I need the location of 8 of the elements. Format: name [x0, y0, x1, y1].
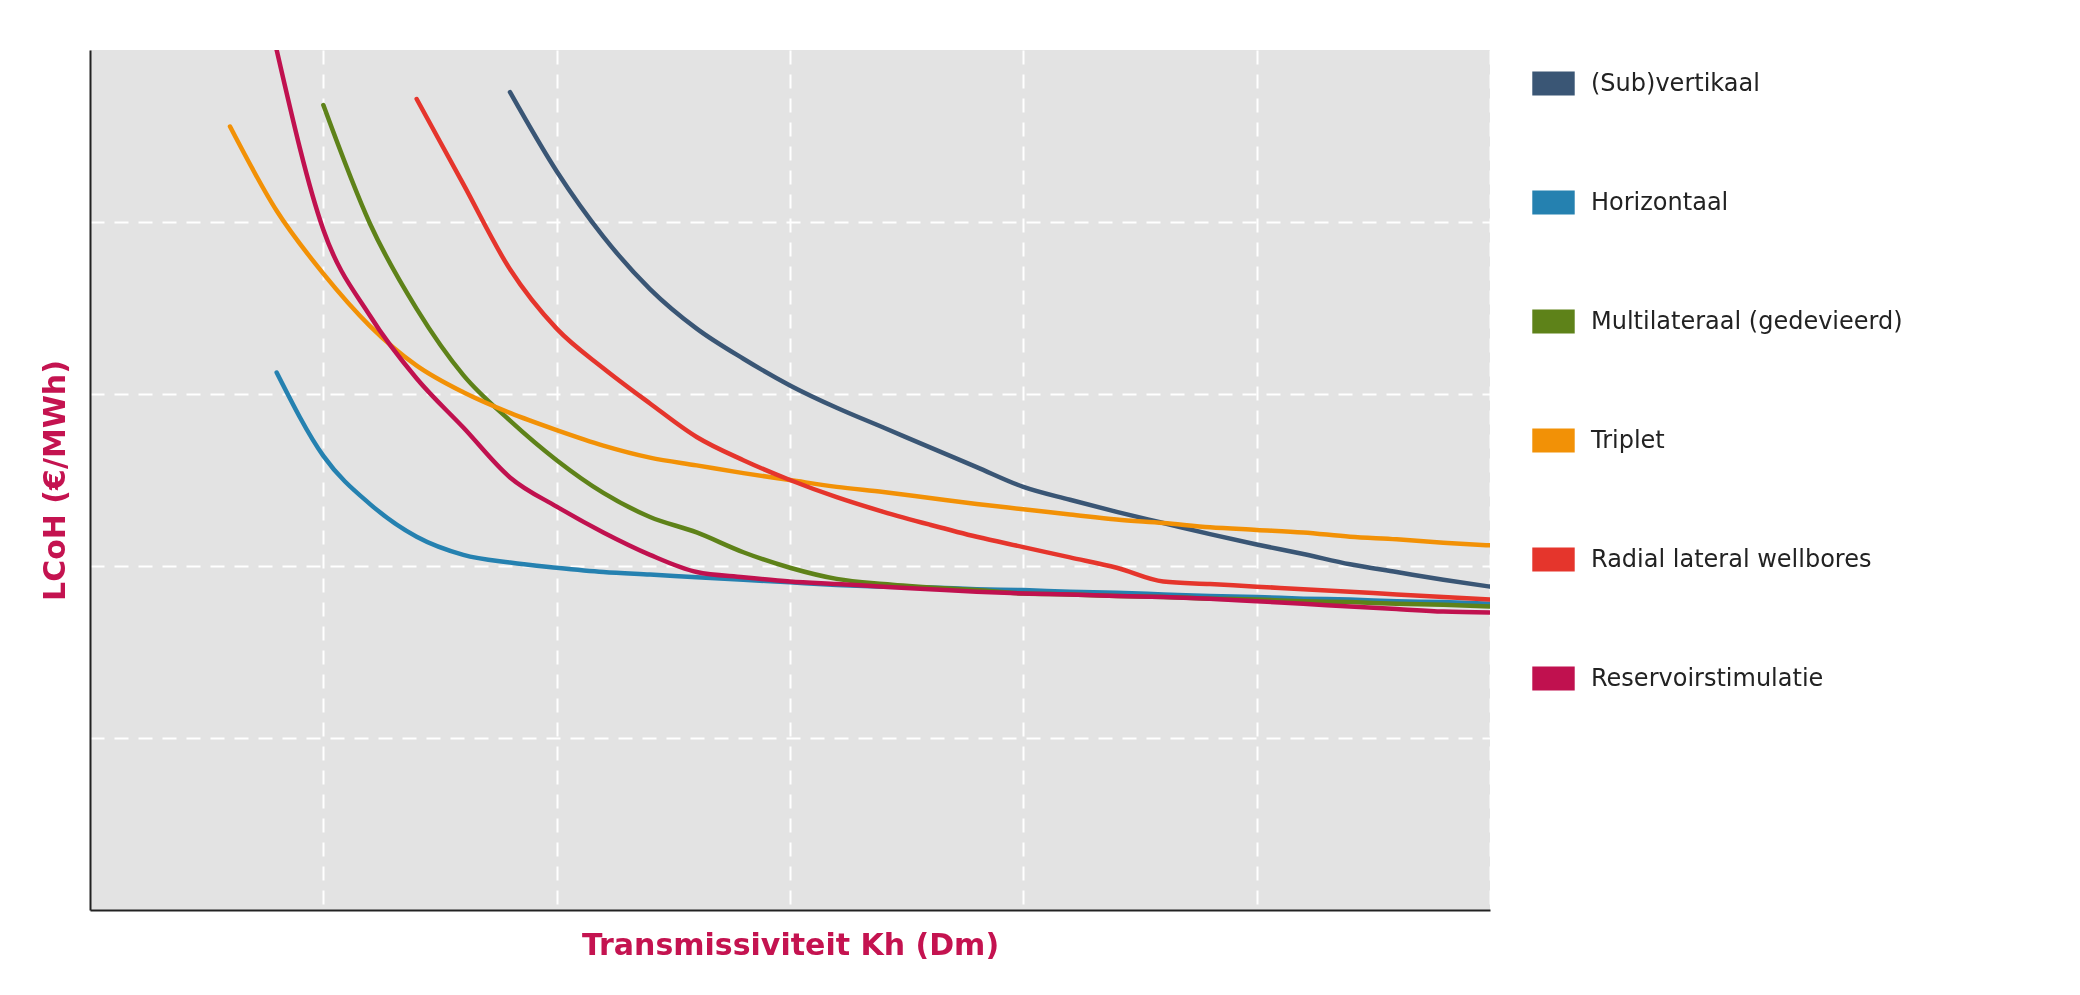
legend-label: Multilateraal (gedevieerd) — [1591, 306, 1903, 335]
legend-label: Reservoirstimulatie — [1591, 663, 1824, 692]
y-axis-title: LCoH (€/MWh) — [36, 360, 72, 601]
legend-label: Horizontaal — [1591, 187, 1729, 216]
x-axis-title: Transmissiviteit Kh (Dm) — [581, 926, 1000, 962]
legend-label: (Sub)vertikaal — [1591, 68, 1760, 97]
legend-label: Radial lateral wellbores — [1591, 544, 1872, 573]
legend-label: Triplet — [1590, 425, 1665, 454]
